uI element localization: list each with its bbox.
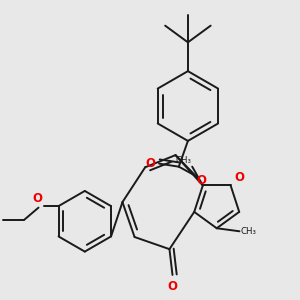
Text: O: O [167,280,178,293]
Text: O: O [235,171,245,184]
Text: CH₃: CH₃ [240,227,256,236]
Text: O: O [32,192,43,205]
Text: CH₃: CH₃ [176,156,192,165]
Text: O: O [196,174,206,187]
Text: O: O [146,157,155,170]
